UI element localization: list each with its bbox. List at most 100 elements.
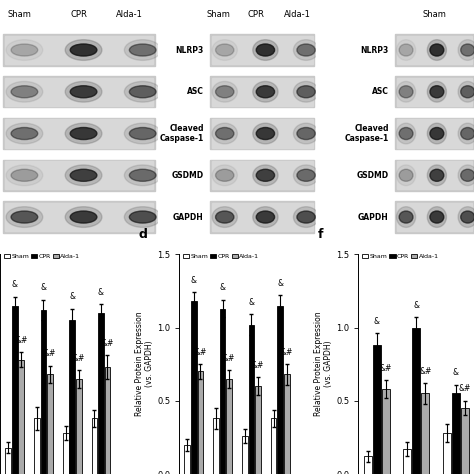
Ellipse shape	[297, 44, 315, 56]
Ellipse shape	[427, 40, 447, 60]
Ellipse shape	[65, 165, 102, 186]
Text: GSDMD: GSDMD	[172, 171, 204, 180]
Bar	[47, 374, 53, 474]
Ellipse shape	[6, 123, 43, 144]
Ellipse shape	[461, 128, 474, 139]
Bar	[412, 328, 420, 474]
Bar	[69, 320, 75, 474]
Text: &: &	[69, 292, 75, 301]
Y-axis label: Relative Protein Expression
(vs. GAPDH): Relative Protein Expression (vs. GAPDH)	[135, 312, 154, 417]
Bar	[212, 203, 313, 231]
Ellipse shape	[399, 169, 413, 182]
Bar	[210, 76, 314, 108]
Text: ASC: ASC	[372, 87, 389, 96]
Text: f: f	[318, 228, 323, 241]
Ellipse shape	[216, 44, 234, 56]
Bar	[220, 309, 226, 474]
Ellipse shape	[70, 86, 97, 98]
Ellipse shape	[129, 128, 156, 139]
Bar	[452, 393, 460, 474]
Text: &#: &#	[223, 354, 236, 363]
Text: &: &	[219, 283, 226, 292]
Ellipse shape	[427, 123, 447, 144]
Ellipse shape	[6, 165, 43, 186]
Text: NLRP3: NLRP3	[175, 46, 204, 55]
Ellipse shape	[458, 82, 474, 102]
Text: Alda-1: Alda-1	[283, 10, 310, 19]
Ellipse shape	[297, 128, 315, 139]
Legend: Sham, CPR, Alda-1: Sham, CPR, Alda-1	[3, 253, 81, 260]
Text: &#: &#	[15, 336, 27, 345]
Ellipse shape	[458, 40, 474, 60]
Bar	[461, 408, 469, 474]
Ellipse shape	[256, 128, 274, 139]
Bar	[210, 34, 314, 66]
Ellipse shape	[6, 40, 43, 60]
Text: Cleaved
Caspase-1: Cleaved Caspase-1	[345, 124, 389, 143]
Bar	[212, 161, 313, 190]
Ellipse shape	[253, 123, 278, 144]
Bar	[105, 367, 110, 474]
Ellipse shape	[124, 40, 161, 60]
Ellipse shape	[253, 165, 278, 186]
Ellipse shape	[396, 123, 416, 144]
Text: &: &	[453, 368, 459, 377]
Ellipse shape	[124, 123, 161, 144]
Ellipse shape	[293, 40, 319, 60]
Ellipse shape	[427, 82, 447, 102]
Legend: Sham, CPR, Alda-1: Sham, CPR, Alda-1	[182, 253, 260, 260]
Ellipse shape	[70, 211, 97, 223]
Bar	[226, 379, 232, 474]
Ellipse shape	[461, 169, 474, 182]
Text: d: d	[139, 228, 147, 241]
Ellipse shape	[458, 123, 474, 144]
Ellipse shape	[430, 128, 444, 139]
Ellipse shape	[129, 211, 156, 223]
Ellipse shape	[399, 211, 413, 223]
Ellipse shape	[461, 86, 474, 98]
Ellipse shape	[11, 211, 38, 223]
Ellipse shape	[253, 207, 278, 228]
Bar	[184, 445, 190, 474]
Text: NLRP3: NLRP3	[360, 46, 389, 55]
Ellipse shape	[396, 82, 416, 102]
Ellipse shape	[129, 86, 156, 98]
Text: &#: &#	[44, 349, 56, 358]
Text: &#: &#	[459, 384, 471, 393]
Bar	[421, 393, 429, 474]
Ellipse shape	[253, 82, 278, 102]
Ellipse shape	[396, 207, 416, 228]
Bar	[5, 161, 153, 190]
Text: Sham: Sham	[7, 10, 31, 19]
Ellipse shape	[427, 207, 447, 228]
Ellipse shape	[11, 128, 38, 139]
Ellipse shape	[216, 169, 234, 182]
Bar	[210, 201, 314, 233]
Ellipse shape	[293, 165, 319, 186]
Legend: Sham, CPR, Alda-1: Sham, CPR, Alda-1	[362, 253, 439, 260]
Bar	[5, 119, 153, 147]
Bar	[395, 76, 474, 108]
Ellipse shape	[124, 207, 161, 228]
Text: GAPDH: GAPDH	[173, 212, 204, 221]
Bar	[395, 201, 474, 233]
Text: &#: &#	[101, 339, 114, 348]
Bar	[3, 34, 155, 66]
Ellipse shape	[396, 40, 416, 60]
Text: &: &	[277, 279, 283, 288]
Text: &: &	[191, 276, 197, 285]
Ellipse shape	[212, 165, 237, 186]
Bar	[210, 118, 314, 149]
Ellipse shape	[256, 86, 274, 98]
Bar	[5, 447, 11, 474]
Bar	[63, 433, 69, 474]
Ellipse shape	[212, 123, 237, 144]
Bar	[397, 161, 473, 190]
Ellipse shape	[11, 86, 38, 98]
Bar	[271, 419, 276, 474]
Ellipse shape	[399, 86, 413, 98]
Ellipse shape	[65, 82, 102, 102]
Text: Sham: Sham	[206, 10, 230, 19]
Bar	[3, 201, 155, 233]
Bar	[364, 456, 372, 474]
